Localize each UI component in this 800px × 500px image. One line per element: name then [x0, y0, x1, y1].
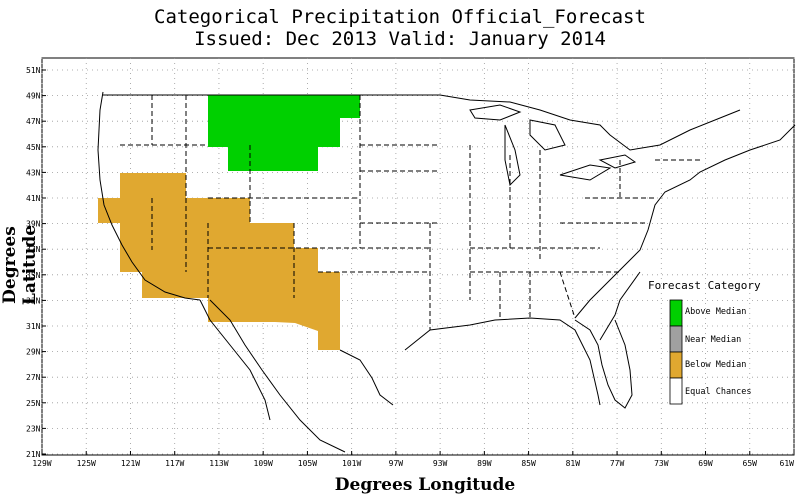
lon-tick-label: 61W: [780, 459, 795, 468]
legend-swatch-below: [670, 352, 682, 378]
y-axis-label: Degrees Latitude: [0, 185, 40, 345]
lon-tick-label: 81W: [566, 459, 581, 468]
lon-tick-label: 121W: [121, 459, 140, 468]
forecast-map: Forecast Category Above Median Near Medi…: [0, 0, 800, 500]
lon-tick-label: 101W: [342, 459, 361, 468]
x-axis-label: Degrees Longitude: [0, 475, 800, 495]
lat-tick-label: 49N: [26, 92, 41, 101]
lat-tick-label: 43N: [26, 168, 41, 177]
lon-tick-label: 125W: [77, 459, 96, 468]
lon-tick-label: 69W: [698, 459, 713, 468]
lon-tick-label: 129W: [32, 459, 51, 468]
lon-tick-label: 89W: [477, 459, 492, 468]
lon-tick-label: 109W: [254, 459, 273, 468]
lon-tick-label: 117W: [165, 459, 184, 468]
lon-tick-label: 73W: [654, 459, 669, 468]
lon-tick-label: 65W: [743, 459, 758, 468]
legend-swatch-above: [670, 300, 682, 326]
legend-swatch-near: [670, 326, 682, 352]
legend-title: Forecast Category: [648, 279, 761, 292]
lat-tick-label: 45N: [26, 143, 41, 152]
legend-label-below: Below Median: [685, 360, 746, 370]
legend-swatch-equal: [670, 378, 682, 404]
lon-tick-label: 93W: [433, 459, 448, 468]
lat-tick-label: 25N: [26, 399, 41, 408]
legend-label-above: Above Median: [685, 307, 746, 317]
lat-tick-label: 51N: [26, 66, 41, 75]
lon-tick-label: 97W: [389, 459, 404, 468]
lon-tick-label: 113W: [209, 459, 228, 468]
lon-tick-label: 105W: [298, 459, 317, 468]
lat-tick-label: 47N: [26, 117, 41, 126]
lat-tick-label: 23N: [26, 424, 41, 433]
lat-tick-label: 29N: [26, 348, 41, 357]
legend-label-near: Near Median: [685, 335, 741, 345]
lon-tick-label: 85W: [521, 459, 536, 468]
lat-tick-label: 21N: [26, 450, 41, 459]
lon-tick-label: 77W: [610, 459, 625, 468]
lat-tick-label: 27N: [26, 373, 41, 382]
legend-label-equal: Equal Chances: [685, 387, 752, 397]
